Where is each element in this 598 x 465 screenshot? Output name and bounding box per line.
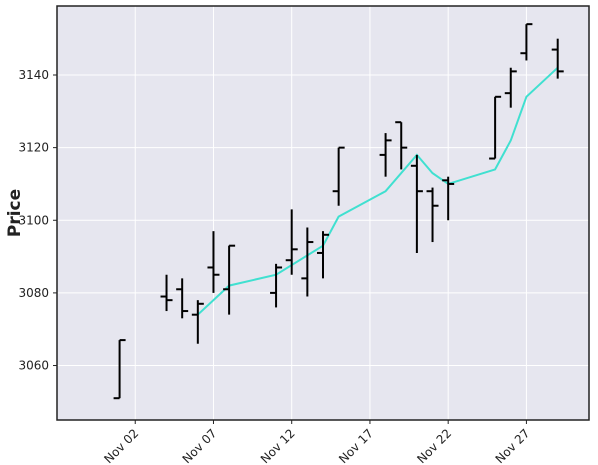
- ohlc-bar: [551, 38, 564, 79]
- ohlc-bar: [426, 187, 439, 243]
- y-tick-label: 3060: [18, 359, 49, 373]
- ohlc-bar: [176, 278, 189, 319]
- x-tick-label: Nov 17: [336, 426, 376, 465]
- ohlc-bar: [379, 133, 392, 177]
- ohlc-bars-layer: [113, 23, 564, 400]
- y-tick-label: 3140: [18, 68, 49, 82]
- x-tick-label: Nov 27: [493, 426, 533, 465]
- ohlc-bar: [332, 146, 345, 206]
- gridlines: [57, 6, 589, 420]
- x-tick-label: Nov 22: [414, 426, 454, 465]
- ohlc-bar: [489, 95, 502, 160]
- y-axis-label: Price: [5, 189, 25, 237]
- plot-area-background: [57, 6, 589, 420]
- y-tick-label: 3080: [18, 286, 49, 300]
- ohlc-bar: [270, 263, 283, 308]
- ohlc-bar: [317, 231, 329, 279]
- ohlc-bar: [410, 154, 423, 253]
- ohlc-bar: [504, 67, 517, 108]
- ohlc-bar: [285, 209, 298, 275]
- ohlc-bar: [301, 227, 314, 297]
- x-tick-label: Nov 02: [101, 426, 141, 465]
- ohlc-bar: [520, 23, 533, 61]
- ohlc-bar: [442, 176, 455, 221]
- y-tick-label: 3100: [18, 213, 49, 227]
- x-tick-label: Nov 07: [180, 426, 220, 465]
- ohlc-bar: [223, 244, 236, 315]
- x-tick-label: Nov 12: [258, 426, 298, 465]
- ohlc-bar: [160, 274, 173, 312]
- ohlc-bar: [191, 300, 204, 344]
- ohlc-bar: [113, 339, 126, 400]
- ohlc-bar: [207, 231, 220, 293]
- y-tick-label: 3120: [18, 141, 49, 155]
- ohlc-bar: [395, 121, 408, 170]
- plot-frame: [56, 5, 590, 421]
